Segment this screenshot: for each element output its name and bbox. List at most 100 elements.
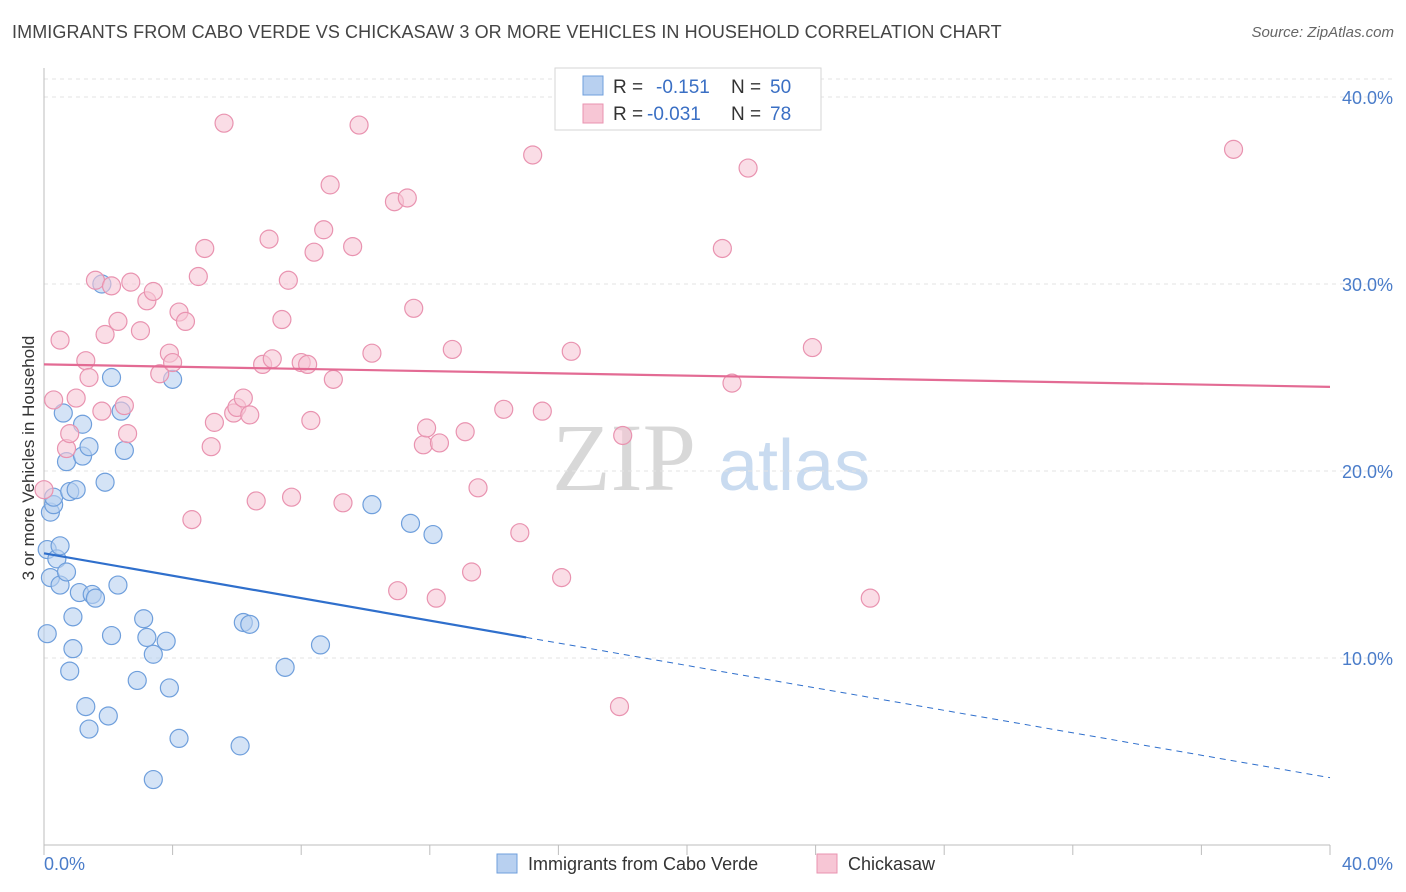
legend-swatch-chickasaw — [582, 103, 604, 124]
bottom-legend-label-cabo-verde: Immigrants from Cabo Verde — [528, 854, 758, 874]
point-chickasaw-73 — [722, 373, 742, 393]
point-chickasaw-46 — [320, 175, 340, 195]
point-cabo-verde-21 — [79, 437, 99, 457]
point-chickasaw-21 — [163, 352, 183, 373]
point-cabo-verde-37 — [143, 644, 163, 664]
point-chickasaw-24 — [182, 510, 202, 530]
point-chickasaw-13 — [114, 395, 134, 416]
point-chickasaw-62 — [461, 562, 482, 582]
chart-title: IMMIGRANTS FROM CABO VERDE VS CHICKASAW … — [12, 22, 1002, 42]
point-chickasaw-1 — [44, 390, 64, 410]
legend-r-label-chickasaw: R = — [613, 104, 643, 125]
point-chickasaw-39 — [278, 270, 298, 290]
point-chickasaw-72 — [712, 238, 732, 259]
point-cabo-verde-45 — [275, 657, 295, 677]
point-cabo-verde-28 — [101, 625, 122, 646]
point-chickasaw-11 — [101, 276, 122, 296]
bottom-legend: Immigrants from Cabo Verde Chickasaw — [496, 853, 936, 874]
trend-line-cabo-verde — [43, 552, 527, 639]
point-cabo-verde-7 — [50, 536, 70, 556]
point-cabo-verde-42 — [230, 736, 250, 756]
point-chickasaw-69 — [561, 341, 581, 361]
x-axis-ticks — [43, 845, 1331, 855]
point-chickasaw-44 — [304, 242, 324, 262]
point-chickasaw-16 — [130, 321, 151, 341]
point-chickasaw-8 — [85, 270, 106, 290]
point-cabo-verde-36 — [143, 769, 163, 790]
point-chickasaw-19 — [150, 364, 170, 384]
legend-r-label-cabo-verde: R = — [613, 77, 643, 98]
point-chickasaw-40 — [281, 487, 302, 507]
point-chickasaw-10 — [95, 324, 115, 345]
point-chickasaw-51 — [362, 343, 382, 363]
point-chickasaw-27 — [201, 437, 221, 457]
chart-source: Source: ZipAtlas.com — [1251, 24, 1394, 41]
trend-line-cabo-verde-extension — [526, 636, 1331, 779]
point-chickasaw-23 — [175, 311, 196, 331]
point-chickasaw-32 — [233, 388, 253, 408]
point-chickasaw-37 — [262, 349, 282, 369]
legend-r-value-cabo-verde: -0.151 — [656, 77, 710, 98]
y-tick-label-40: 40.0% — [1342, 88, 1393, 108]
point-chickasaw-59 — [429, 433, 450, 453]
point-chickasaw-57 — [416, 418, 437, 438]
point-chickasaw-68 — [552, 567, 572, 588]
point-chickasaw-67 — [532, 401, 552, 421]
point-chickasaw-15 — [121, 272, 141, 292]
point-chickasaw-43 — [301, 410, 321, 431]
point-chickasaw-76 — [860, 588, 880, 608]
point-cabo-verde-49 — [423, 524, 443, 545]
trend-lines — [43, 363, 1331, 779]
legend-swatch-cabo-verde — [582, 75, 604, 96]
point-chickasaw-64 — [494, 399, 514, 419]
point-cabo-verde-26 — [95, 472, 115, 492]
point-chickasaw-25 — [188, 266, 208, 287]
point-cabo-verde-29 — [101, 367, 122, 388]
point-chickasaw-45 — [314, 220, 334, 240]
point-chickasaw-75 — [802, 337, 822, 358]
point-chickasaw-77 — [1223, 139, 1244, 159]
point-chickasaw-5 — [66, 388, 86, 408]
point-chickasaw-74 — [738, 158, 758, 178]
point-cabo-verde-13 — [60, 661, 80, 681]
legend-n-value-cabo-verde: 50 — [770, 77, 791, 98]
point-cabo-verde-34 — [134, 609, 154, 629]
legend-n-label-chickasaw: N = — [731, 104, 761, 125]
point-chickasaw-2 — [50, 330, 70, 350]
watermark-zip: ZIP — [552, 404, 696, 511]
point-chickasaw-49 — [343, 237, 363, 257]
point-cabo-verde-10 — [56, 562, 77, 582]
point-cabo-verde-48 — [400, 513, 421, 533]
point-chickasaw-36 — [259, 229, 279, 249]
top-legend: R = -0.151 N = 50 R = -0.031 N = 78 — [554, 67, 822, 131]
point-chickasaw-48 — [333, 493, 353, 513]
legend-r-value-chickasaw: -0.031 — [647, 104, 701, 125]
watermark-atlas: atlas — [718, 426, 870, 506]
point-chickasaw-0 — [34, 480, 54, 500]
point-chickasaw-71 — [613, 425, 633, 446]
point-chickasaw-58 — [426, 588, 446, 608]
point-chickasaw-33 — [240, 405, 260, 425]
point-chickasaw-63 — [468, 478, 488, 498]
point-cabo-verde-16 — [66, 480, 86, 500]
point-chickasaw-29 — [214, 113, 234, 133]
point-chickasaw-47 — [323, 369, 343, 389]
point-cabo-verde-18 — [72, 414, 93, 434]
point-chickasaw-4 — [60, 424, 80, 444]
series-chickasaw — [34, 113, 1244, 717]
bottom-legend-swatch-cabo-verde — [496, 853, 518, 874]
legend-n-label-cabo-verde: N = — [731, 77, 761, 98]
bottom-legend-swatch-chickasaw — [816, 853, 838, 874]
point-chickasaw-14 — [117, 424, 138, 444]
point-cabo-verde-24 — [85, 588, 106, 608]
y-axis-tick-labels: 10.0% 20.0% 30.0% 40.0% — [1342, 88, 1393, 669]
series-cabo-verde — [37, 274, 443, 790]
point-cabo-verde-22 — [79, 719, 99, 739]
legend-n-value-chickasaw: 78 — [770, 104, 791, 125]
point-chickasaw-50 — [349, 115, 369, 135]
point-chickasaw-42 — [298, 354, 318, 375]
point-cabo-verde-35 — [137, 627, 157, 648]
point-cabo-verde-44 — [240, 614, 260, 634]
point-cabo-verde-9 — [53, 403, 73, 423]
point-chickasaw-66 — [523, 145, 543, 165]
